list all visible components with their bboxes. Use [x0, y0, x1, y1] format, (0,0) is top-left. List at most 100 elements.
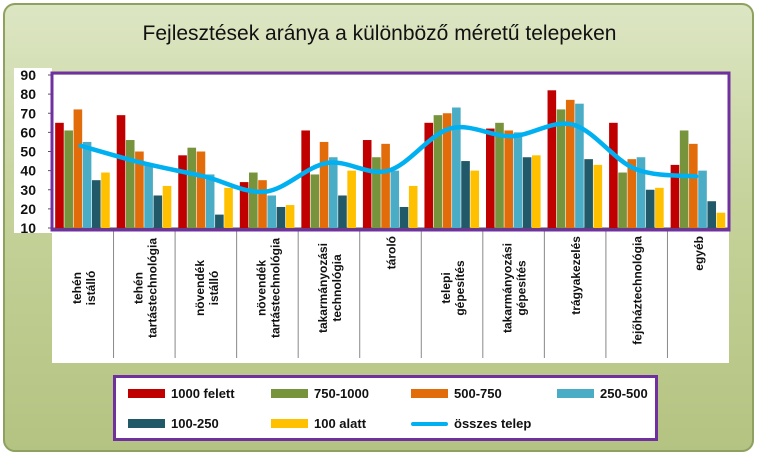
y-tick-label: 80	[20, 86, 36, 102]
bar-100-250	[522, 157, 532, 228]
y-tick-label: 10	[20, 220, 36, 236]
legend-swatch	[411, 421, 448, 426]
legend-label: 100-250	[171, 416, 219, 431]
bar-250-500	[513, 132, 523, 228]
bar-500-750	[196, 151, 206, 228]
bar-750-1000	[310, 174, 320, 228]
x-tick-label: tartástechnológia	[268, 238, 282, 338]
bar-500-750	[319, 141, 329, 228]
bar-100-alatt	[347, 170, 356, 228]
bar-1000-felett	[178, 155, 187, 228]
legend-item: 100-250	[128, 416, 219, 431]
x-tick-label: gépesítés	[453, 260, 467, 316]
y-tick-label: 50	[20, 144, 36, 160]
y-tick-label: 20	[20, 201, 36, 217]
bar-100-alatt	[408, 185, 418, 228]
bar-750-1000	[125, 140, 135, 228]
legend-label: 100 alatt	[314, 416, 367, 431]
legend-swatch	[557, 389, 594, 398]
x-tick-label: növendék	[254, 260, 268, 316]
x-tick-label: trágyakezelés	[569, 236, 583, 315]
chart-title: Fejlesztések aránya a különböző méretű t…	[142, 22, 617, 45]
bar-500-750	[381, 143, 390, 228]
legend-label: 1000 felett	[171, 386, 235, 401]
bar-500-750	[442, 113, 452, 228]
bar-100-250	[153, 195, 163, 228]
bar-100-250	[91, 180, 101, 228]
bar-1000-felett	[609, 122, 618, 228]
x-tick-label: telepi	[439, 272, 453, 303]
bar-250-500	[82, 141, 92, 228]
legend-swatch	[271, 419, 308, 428]
bar-100-alatt	[655, 187, 664, 228]
bar-1000-felett	[116, 115, 126, 228]
bar-250-500	[452, 107, 461, 228]
legend-label: összes telep	[454, 416, 532, 431]
x-tick-label: technológia	[330, 254, 344, 322]
bar-250-500	[698, 170, 707, 228]
bar-500-750	[504, 130, 513, 228]
legend-item: 100 alatt	[271, 416, 366, 431]
bar-750-1000	[679, 130, 689, 228]
bar-500-750	[565, 99, 575, 228]
legend-item: 250-500	[557, 386, 648, 401]
bar-250-500	[636, 157, 646, 228]
x-tick-label: tároló	[385, 236, 399, 269]
bar-100-alatt	[470, 170, 480, 228]
bar-750-1000	[495, 122, 504, 228]
bar-750-1000	[556, 109, 566, 228]
x-tick-label: fejőháztechnológia	[631, 236, 645, 345]
bar-100-250	[399, 206, 409, 228]
bar-100-250	[707, 201, 717, 228]
x-tick-label: tartástechnológia	[145, 238, 159, 338]
legend-swatch	[271, 389, 308, 398]
legend-swatch	[411, 389, 448, 398]
x-tick-label: gépesítés	[515, 260, 529, 316]
bar-1000-felett	[362, 140, 372, 228]
x-tick-label: takarmányozási	[501, 243, 515, 333]
legend-item: 1000 felett	[128, 386, 235, 401]
bar-1000-felett	[239, 182, 249, 228]
bar-100-250	[461, 161, 470, 228]
bar-250-500	[575, 103, 584, 228]
bar-1000-felett	[301, 130, 310, 228]
bar-100-alatt	[531, 155, 541, 228]
y-tick-label: 60	[20, 124, 36, 140]
bar-1000-felett	[485, 128, 495, 228]
x-tick-label: istálló	[84, 271, 98, 306]
bar-750-1000	[372, 157, 381, 228]
bar-750-1000	[433, 115, 443, 228]
bar-100-alatt	[224, 187, 233, 228]
y-tick-label: 30	[20, 182, 36, 198]
legend-label: 500-750	[454, 386, 502, 401]
x-tick-label: tehén	[131, 272, 145, 304]
bar-100-250	[645, 189, 655, 228]
y-tick-label: 40	[20, 163, 36, 179]
bar-750-1000	[618, 172, 627, 228]
bar-100-250	[338, 195, 347, 228]
plot-border	[50, 71, 731, 232]
bar-250-500	[144, 162, 153, 228]
bar-500-750	[73, 109, 83, 228]
bar-750-1000	[64, 130, 73, 228]
legend: 1000 felett 750-1000 500-750 250-500 100-250…	[113, 375, 658, 441]
bar-250-500	[267, 195, 277, 228]
bar-500-750	[135, 151, 144, 228]
bar-500-750	[627, 159, 637, 228]
legend-swatch	[128, 389, 165, 398]
bar-100-alatt	[593, 164, 603, 228]
bar-100-alatt	[285, 205, 295, 228]
x-tick-label: egyéb	[692, 236, 706, 271]
series-line-osszes-telep	[78, 121, 699, 195]
x-tick-label: növendék	[193, 260, 207, 316]
y-tick-label: 90	[20, 67, 36, 83]
bar-100-alatt	[716, 212, 726, 228]
bar-250-500	[390, 170, 400, 228]
bar-500-750	[258, 180, 267, 228]
bar-100-250	[276, 206, 286, 228]
legend-item: 750-1000	[271, 386, 369, 401]
bar-1000-felett	[670, 164, 680, 228]
x-tick-label: takarmányozási	[316, 243, 330, 333]
bar-250-500	[328, 157, 338, 228]
